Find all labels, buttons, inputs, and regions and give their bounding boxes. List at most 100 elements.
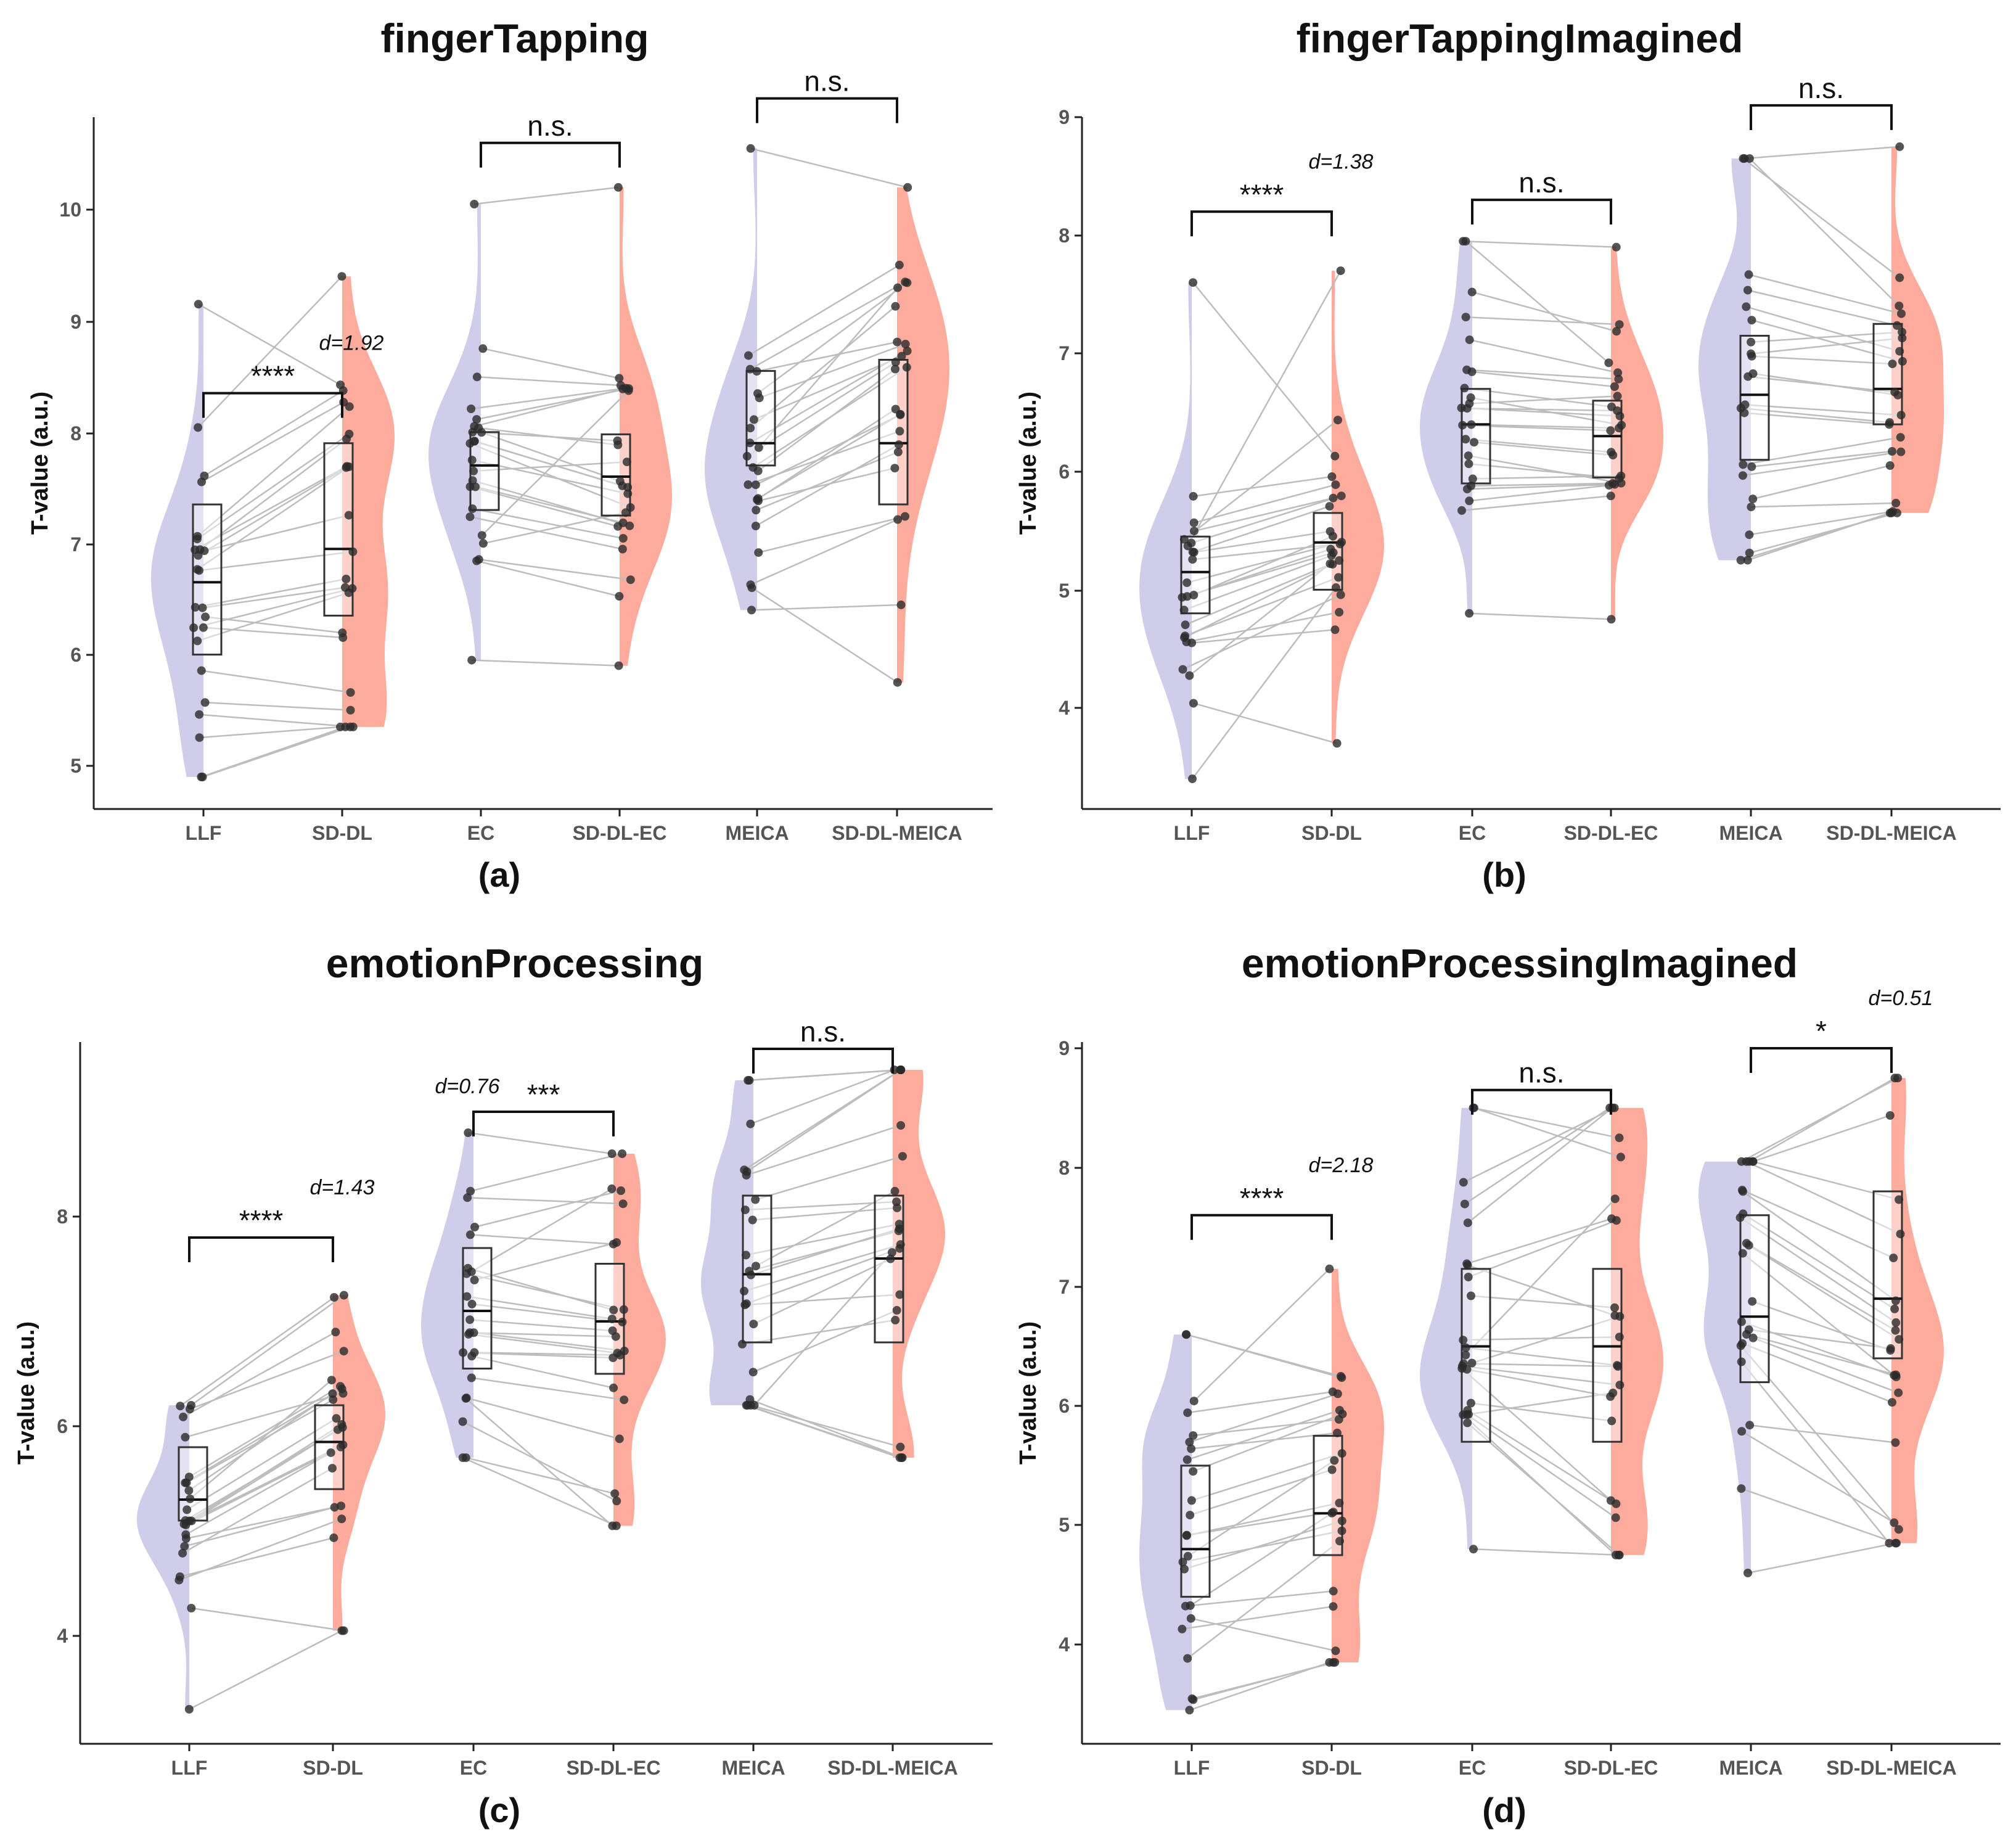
data-point	[895, 1290, 904, 1299]
data-point	[608, 1326, 617, 1336]
data-point	[1178, 665, 1187, 674]
pair-line	[1461, 495, 1611, 512]
data-point	[330, 1503, 339, 1512]
data-point	[892, 1306, 901, 1315]
pair-line	[752, 366, 908, 469]
data-point	[893, 337, 902, 347]
data-point	[181, 1530, 191, 1539]
panel-d: emotionProcessingImagined (d) 4 5 6 7 8 9 T-valu…	[1015, 940, 2001, 1830]
data-point	[463, 1193, 472, 1202]
data-point	[1891, 1318, 1901, 1327]
violin-ec	[421, 1133, 473, 1458]
data-point	[465, 1230, 475, 1239]
pair-line	[1185, 1590, 1334, 1607]
pair-line	[753, 355, 902, 421]
data-point	[1182, 1330, 1191, 1339]
data-point	[1461, 1350, 1470, 1360]
panel-title: emotionProcessingImagined	[1242, 940, 1798, 986]
pair-line	[1192, 505, 1330, 553]
data-point	[337, 1514, 346, 1524]
pair-line	[193, 588, 353, 629]
pair-line	[478, 559, 631, 581]
pair-line	[1473, 1548, 1619, 1556]
data-point	[751, 1195, 760, 1204]
data-point	[895, 1220, 904, 1229]
data-point	[193, 565, 202, 574]
pair-line	[469, 1331, 616, 1337]
data-point	[1885, 418, 1894, 427]
pair-line	[1749, 158, 1900, 306]
data-point	[464, 1263, 472, 1273]
data-point	[746, 424, 755, 433]
data-point	[753, 389, 762, 398]
pair-line	[1468, 454, 1621, 484]
pair-line	[1468, 1392, 1613, 1416]
y-tick-label: 5	[1059, 580, 1070, 602]
data-point	[468, 504, 477, 513]
pair-line	[748, 264, 900, 356]
pair-line	[1742, 451, 1901, 477]
x-tick-label: LLF	[171, 1757, 208, 1779]
data-point	[339, 1291, 348, 1300]
data-point	[1747, 316, 1756, 325]
y-tick-label: 8	[57, 1205, 68, 1228]
data-point	[607, 1315, 617, 1323]
data-point	[1896, 447, 1906, 456]
data-point	[744, 480, 753, 489]
data-point	[1748, 1297, 1757, 1306]
significance-bracket	[752, 1048, 894, 1074]
data-point	[1610, 1303, 1619, 1312]
box-llf	[192, 503, 223, 656]
data-point	[474, 555, 483, 564]
x-tick-label: SD-DL-EC	[567, 1757, 661, 1779]
x-tick-label: MEICA	[1719, 1757, 1782, 1779]
violin-sd-dl-meica	[1891, 1078, 1944, 1543]
data-point	[1738, 471, 1747, 480]
data-point	[1189, 1397, 1199, 1406]
pair-line	[200, 726, 346, 778]
pair-line	[1741, 1321, 1897, 1378]
x-tick-label: EC	[1459, 822, 1486, 844]
data-point	[1745, 530, 1754, 540]
pair-line	[483, 512, 626, 544]
box-sd-dl-ec	[1592, 1268, 1623, 1443]
data-point	[1742, 1239, 1751, 1248]
pair-line	[179, 1296, 335, 1407]
data-point	[1470, 438, 1478, 447]
data-point	[754, 548, 763, 557]
pair-line	[753, 1252, 893, 1406]
data-point	[1185, 671, 1194, 680]
pair-line	[472, 1303, 623, 1323]
data-point	[332, 1414, 341, 1423]
data-point	[348, 547, 358, 556]
x-tick-label: SD-DL-MEICA	[832, 822, 962, 844]
pair-line	[1187, 1390, 1333, 1414]
data-point	[1337, 1516, 1346, 1526]
data-point	[1335, 607, 1344, 617]
data-point	[1336, 266, 1345, 276]
pair-line	[191, 1607, 344, 1632]
pair-line	[1186, 1333, 1342, 1378]
pair-line	[189, 1350, 345, 1410]
pair-line	[1747, 289, 1898, 327]
pair-line	[1193, 702, 1337, 744]
pair-line	[1749, 1424, 1896, 1443]
data-point	[1616, 471, 1626, 480]
data-point	[1179, 535, 1189, 544]
pair-line	[758, 467, 895, 502]
data-point	[338, 628, 347, 638]
data-point	[618, 544, 627, 554]
pair-line	[476, 387, 629, 421]
pair-line	[1748, 274, 1902, 314]
pair-line	[1470, 482, 1613, 487]
pair-line	[1187, 548, 1331, 598]
pair-line	[1463, 1107, 1615, 1183]
data-point	[467, 1373, 476, 1382]
data-point	[345, 429, 354, 438]
data-point	[615, 374, 624, 383]
data-point	[1737, 1157, 1746, 1166]
data-point	[1183, 1654, 1192, 1663]
data-point	[1615, 1381, 1625, 1390]
data-point	[1461, 1343, 1470, 1352]
data-point	[462, 1394, 471, 1402]
